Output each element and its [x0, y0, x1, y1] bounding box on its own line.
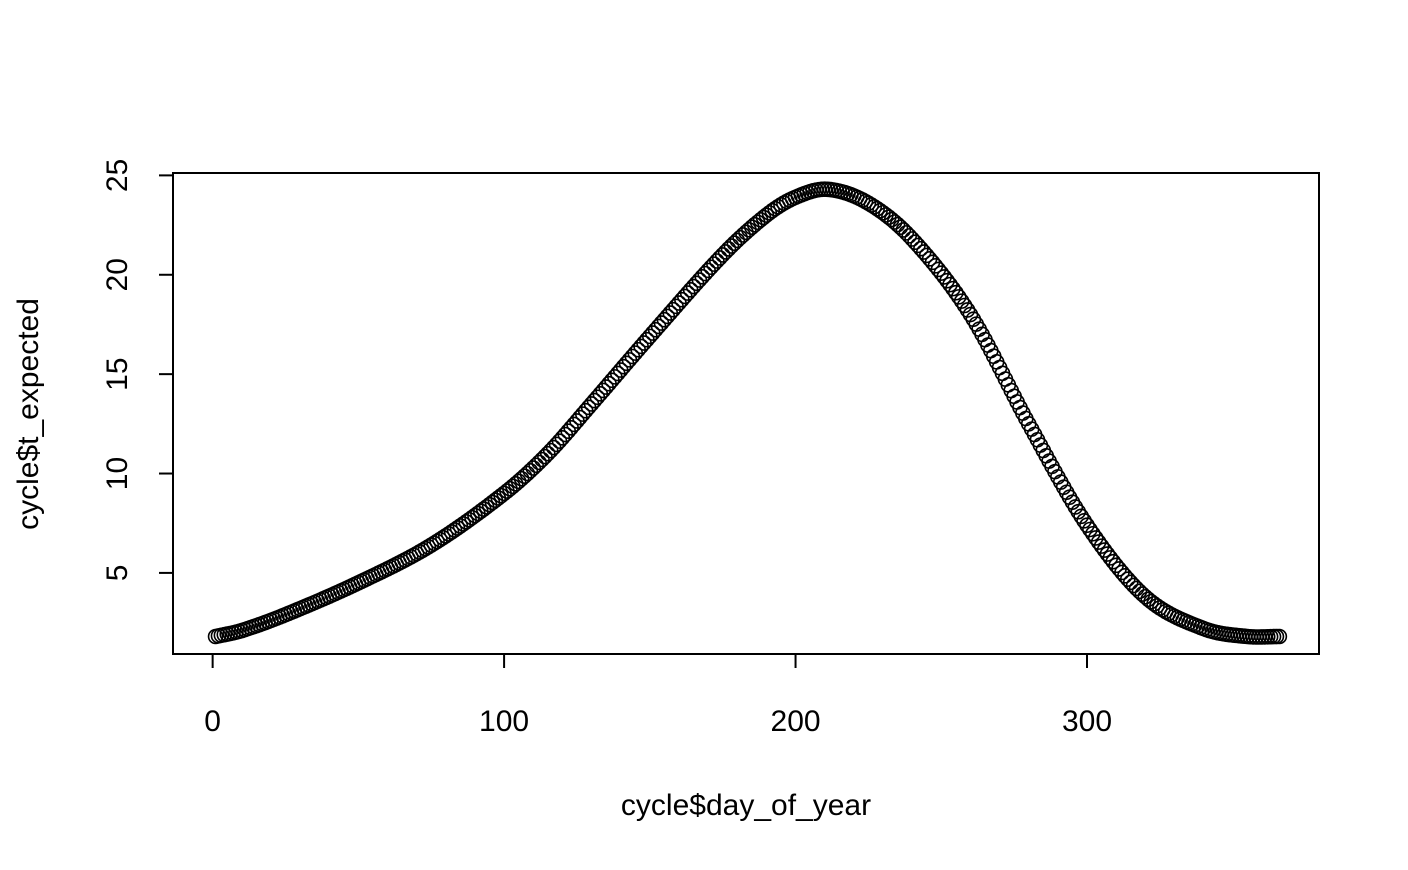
y-tick-label: 15: [101, 357, 134, 390]
data-point: [898, 225, 915, 241]
data-point: [948, 284, 964, 301]
data-point: [1131, 583, 1148, 600]
data-point: [1029, 431, 1046, 448]
data-point: [1032, 437, 1049, 453]
x-tick-label: 0: [204, 705, 221, 738]
data-point: [886, 214, 903, 230]
data-point: [522, 462, 539, 479]
data-point: [1125, 577, 1142, 594]
data-point: [895, 222, 912, 238]
data-point: [1090, 534, 1107, 550]
x-tick-label: 200: [771, 705, 821, 738]
data-point: [738, 224, 754, 241]
data-point: [1047, 463, 1063, 480]
x-tick-label: 300: [1062, 705, 1112, 738]
data-point: [516, 468, 533, 484]
data-point: [510, 473, 527, 490]
data-point: [519, 465, 536, 482]
data-point: [717, 244, 734, 260]
data-point: [1018, 410, 1034, 427]
data-point: [735, 227, 751, 243]
data-point: [1082, 521, 1098, 538]
data-point: [939, 272, 955, 289]
data-point: [950, 289, 967, 305]
data-point: [525, 460, 542, 476]
data-point: [1087, 530, 1104, 546]
data-point: [942, 276, 958, 293]
data-point: [531, 454, 547, 471]
data-point: [1070, 503, 1087, 520]
data-point: [513, 470, 530, 487]
data-point: [1038, 447, 1054, 464]
data-point: [1050, 469, 1066, 485]
data-point: [540, 445, 556, 462]
data-point: [1093, 538, 1110, 554]
y-tick-label: 10: [101, 457, 134, 490]
y-axis-label: cycle$t_expected: [12, 298, 45, 530]
data-point: [953, 293, 970, 309]
data-point: [1079, 517, 1095, 534]
data-point: [528, 457, 544, 474]
y-tick-label: 25: [101, 159, 134, 192]
data-point: [1023, 421, 1040, 437]
data-point: [956, 297, 973, 314]
data-point: [534, 451, 550, 468]
data-point: [729, 232, 746, 249]
data-point: [883, 211, 900, 228]
data-points: [207, 181, 1288, 645]
x-tick-label: 100: [479, 705, 529, 738]
data-point: [1076, 513, 1092, 529]
y-axis: 5 10 15 20 25: [101, 159, 173, 582]
data-point: [723, 238, 740, 254]
x-axis-label: cycle$day_of_year: [621, 789, 871, 822]
data-point: [1044, 458, 1060, 475]
data-point: [892, 219, 909, 236]
data-point: [945, 280, 961, 297]
data-point: [974, 326, 990, 343]
data-point: [537, 448, 553, 465]
data-point: [1052, 474, 1069, 490]
data-point: [1041, 453, 1057, 469]
data-point: [1128, 580, 1145, 597]
data-point: [1271, 628, 1288, 645]
data-point: [507, 476, 524, 492]
data-point: [1035, 442, 1052, 459]
data-point: [726, 235, 743, 251]
y-tick-label: 5: [101, 565, 134, 582]
data-point: [1085, 525, 1101, 542]
data-point: [977, 331, 993, 348]
data-point: [1096, 542, 1113, 558]
x-axis: 0 100 200 300: [204, 653, 1112, 738]
data-point: [1026, 426, 1043, 443]
data-point: [1020, 416, 1037, 432]
y-tick-label: 20: [101, 258, 134, 291]
data-point: [711, 250, 728, 266]
data-point: [889, 216, 906, 233]
data-point: [720, 241, 737, 257]
data-point: [714, 247, 731, 263]
data-point: [936, 269, 952, 285]
data-point: [1073, 508, 1089, 525]
data-point: [732, 229, 748, 246]
